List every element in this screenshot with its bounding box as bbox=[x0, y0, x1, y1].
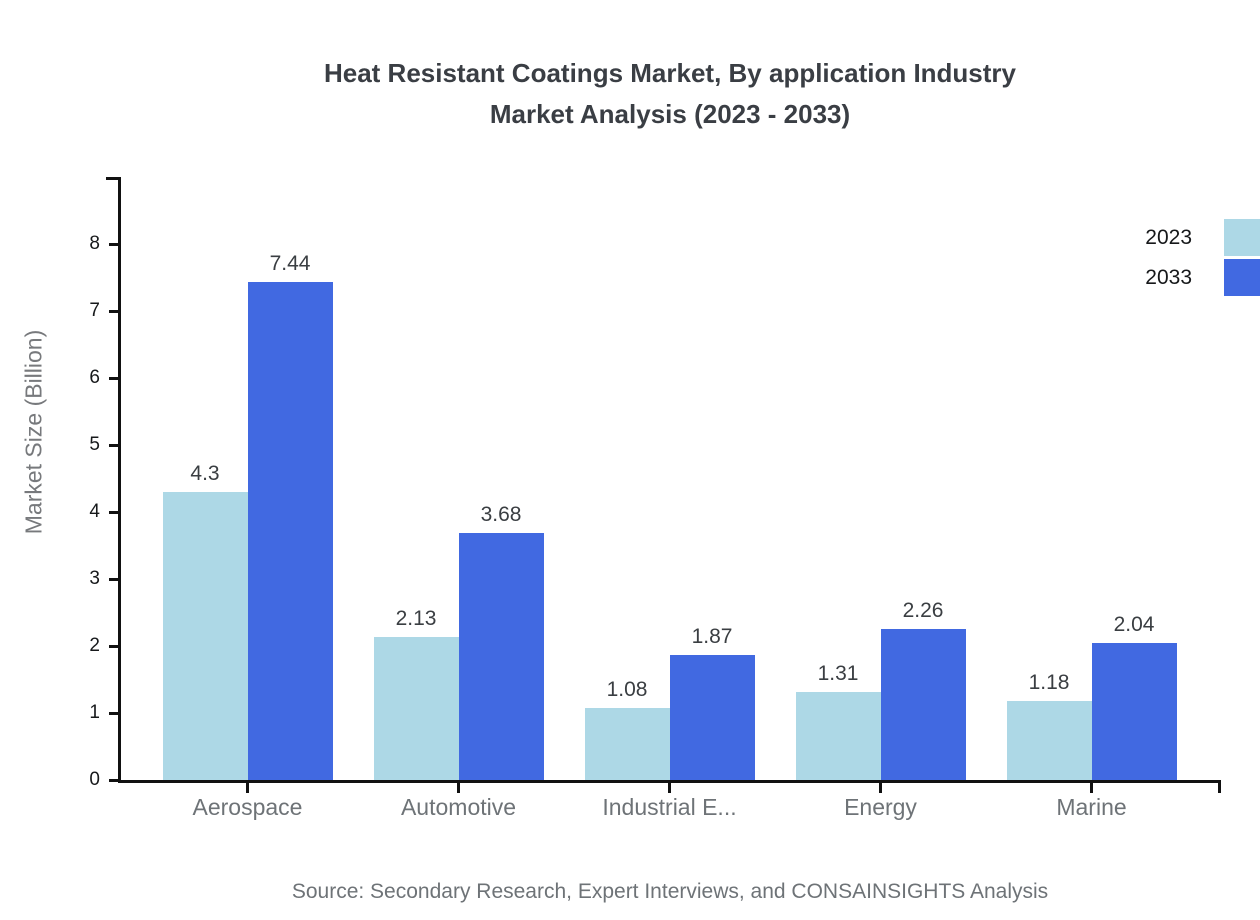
category-label-marine: Marine bbox=[1056, 794, 1127, 820]
category-label-aerospace: Aerospace bbox=[192, 794, 303, 820]
y-tick-8 bbox=[109, 242, 118, 246]
bar-2033-industrial-e bbox=[669, 654, 755, 780]
bar-2033-marine bbox=[1091, 643, 1177, 780]
y-tick-label-1: 1 bbox=[89, 702, 100, 723]
x-tick-marine bbox=[1090, 780, 1093, 793]
y-tick-3 bbox=[109, 577, 118, 581]
y-axis-end-tick bbox=[106, 177, 121, 180]
bar-2033-aerospace bbox=[247, 281, 333, 780]
chart-title: Heat Resistant Coatings Market, By appli… bbox=[80, 53, 1260, 135]
y-tick-label-4: 4 bbox=[89, 501, 100, 522]
y-tick-0 bbox=[109, 778, 118, 782]
value-label-2033-industrial-e: 1.87 bbox=[691, 624, 733, 648]
x-tick-industrial-e bbox=[668, 780, 671, 793]
legend-swatch-2023 bbox=[1224, 219, 1260, 256]
value-label-2033-marine: 2.04 bbox=[1113, 613, 1155, 637]
y-tick-1 bbox=[109, 711, 118, 715]
value-label-2033-energy: 2.26 bbox=[902, 598, 944, 622]
category-label-energy: Energy bbox=[844, 794, 917, 820]
source-note: Source: Secondary Research, Expert Inter… bbox=[291, 880, 1049, 903]
y-tick-label-0: 0 bbox=[89, 769, 100, 790]
value-label-2023-industrial-e: 1.08 bbox=[606, 677, 648, 701]
y-tick-label-6: 6 bbox=[89, 367, 100, 388]
bar-2023-marine bbox=[1006, 700, 1092, 780]
y-tick-label-5: 5 bbox=[89, 434, 100, 455]
bar-2033-automotive bbox=[458, 533, 544, 780]
x-axis-end-tick bbox=[1218, 780, 1221, 793]
chart-title-line1: Heat Resistant Coatings Market, By appli… bbox=[323, 58, 1017, 88]
y-tick-4 bbox=[109, 510, 118, 514]
x-tick-aerospace bbox=[246, 780, 249, 793]
value-label-2033-aerospace: 7.44 bbox=[269, 251, 311, 275]
bar-2033-energy bbox=[880, 628, 966, 780]
bar-2023-industrial-e bbox=[584, 707, 670, 780]
legend-label-2033: 2033 bbox=[1145, 265, 1192, 289]
value-label-2023-aerospace: 4.3 bbox=[190, 461, 220, 485]
legend: 2023 2033 bbox=[1145, 219, 1260, 299]
bar-2023-energy bbox=[795, 692, 881, 780]
category-label-automotive: Automotive bbox=[400, 794, 517, 820]
y-tick-label-3: 3 bbox=[89, 568, 100, 589]
y-tick-7 bbox=[109, 309, 118, 313]
value-label-2033-automotive: 3.68 bbox=[480, 503, 522, 527]
y-tick-5 bbox=[109, 443, 118, 447]
value-label-2023-automotive: 2.13 bbox=[395, 607, 437, 631]
y-tick-label-7: 7 bbox=[89, 300, 100, 321]
value-label-2023-energy: 1.31 bbox=[817, 662, 859, 686]
legend-swatch-2033 bbox=[1224, 259, 1260, 296]
y-axis-line bbox=[118, 177, 121, 783]
y-tick-6 bbox=[109, 376, 118, 380]
legend-item-2033: 2033 bbox=[1145, 259, 1260, 296]
legend-label-2023: 2023 bbox=[1145, 225, 1192, 249]
bar-2023-aerospace bbox=[162, 491, 248, 780]
x-tick-energy bbox=[879, 780, 882, 793]
value-label-2023-marine: 1.18 bbox=[1028, 670, 1070, 694]
legend-item-2023: 2023 bbox=[1145, 219, 1260, 256]
category-label-industrial-e: Industrial E... bbox=[602, 794, 737, 820]
y-tick-2 bbox=[109, 644, 118, 648]
chart-title-line2: Market Analysis (2023 - 2033) bbox=[489, 99, 851, 129]
y-tick-label-2: 2 bbox=[89, 635, 100, 656]
x-tick-automotive bbox=[457, 780, 460, 793]
y-tick-label-8: 8 bbox=[89, 233, 100, 254]
bar-2023-automotive bbox=[373, 637, 459, 780]
